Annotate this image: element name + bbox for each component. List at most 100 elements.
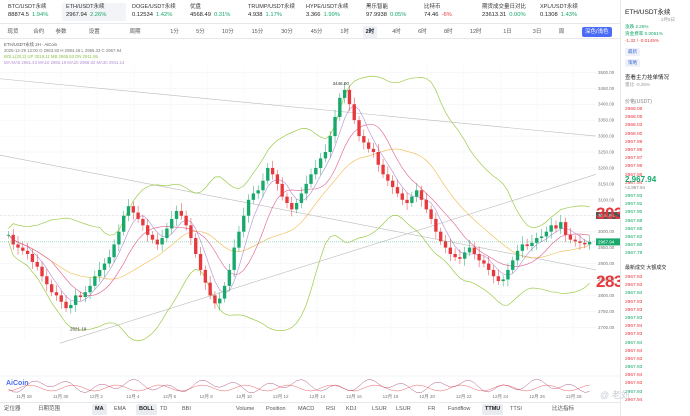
candle-body (511, 260, 515, 270)
toolbar-item-17[interactable]: 1日 (503, 29, 512, 35)
ticker-name: 黑乐智能 (366, 4, 389, 10)
candle-body (165, 228, 169, 239)
toolbar-item-5[interactable]: 1分 (170, 29, 179, 35)
y-tick-label: 2800.00 (598, 293, 615, 298)
toolbar-item-13[interactable]: 4时 (392, 29, 401, 35)
candle-body (155, 239, 159, 245)
toolbar-item-8[interactable]: 15分 (251, 29, 264, 35)
candle-body (280, 183, 284, 197)
ticker-price-value: 88874.5 (8, 12, 29, 18)
candle-body (69, 304, 73, 309)
strategy-button[interactable]: 策略 (625, 59, 640, 67)
candlestick-chart-svg[interactable]: 3500.00 3450.00 3400.00 3350.00 3300.00 3250.… (0, 40, 620, 402)
indicator-3[interactable]: TD (160, 406, 168, 412)
candle-body (21, 247, 25, 251)
chart-toolbar: 现货 合约 参数 设置 周期 1分 5分 10分 15分 30分 45分 1时 2时 4时 6时 8时 12时 1… (0, 25, 620, 39)
toolbar-item-19[interactable]: 周 (558, 29, 565, 35)
y-tick-label: 3500.00 (598, 70, 615, 75)
x-tick-label: 12月 10 (236, 394, 252, 400)
indicator-4[interactable]: BBI (182, 406, 191, 412)
indicator-15[interactable]: TTSI (510, 406, 522, 412)
ticker-6[interactable]: 黑乐智能 97.9938 0.05% (362, 3, 418, 21)
ticker-change: 0.00% (509, 12, 526, 18)
ticker-7[interactable]: 比特币 74.46 -6% (420, 3, 476, 21)
indicator-14[interactable]: TTMU (482, 404, 504, 415)
bottom-left-0[interactable]: 定位器 (4, 406, 21, 412)
candle-body (549, 225, 553, 232)
toolbar-item-7[interactable]: 10分 (222, 29, 234, 35)
ticker-0[interactable]: BTC/USDT永续 88874.5 1.94% (4, 3, 60, 21)
latest-button[interactable]: 最新 (625, 48, 640, 56)
ticker-1[interactable]: ETH/USDT永续 2967.94 2.26% (62, 3, 126, 21)
indicator-1[interactable]: EMA (114, 406, 126, 412)
ticker-price-value: 0.12534 (132, 12, 153, 18)
orderbook-heading[interactable]: 查看主力挂单情况 (625, 75, 670, 81)
indicator-0[interactable]: MA (92, 404, 107, 415)
candle-body (141, 218, 145, 226)
ticker-price-value: 0.1308 (540, 12, 558, 18)
candle-body (78, 295, 83, 297)
candle-body (112, 244, 116, 258)
candle-body (544, 231, 549, 237)
toolbar-item-15[interactable]: 8时 (444, 29, 453, 35)
asks-row: 2967.96 (625, 164, 643, 170)
toolbar-item-3[interactable]: 设置 (88, 29, 100, 35)
theme-toggle-button[interactable]: 深色/浅色 (582, 27, 612, 37)
indicator-16[interactable]: 比达指标 (552, 406, 575, 412)
ticker-price: 0.1308 1.43% (540, 11, 592, 19)
candle-body (347, 89, 352, 105)
symbol-title[interactable]: ETH/USDT永续 (625, 9, 671, 16)
candle-body (59, 295, 63, 302)
trades-row: 2967.93 (625, 365, 643, 371)
indicator-13[interactable]: Fundflow (448, 406, 471, 412)
candle-body (54, 292, 59, 296)
ticker-price: 88874.5 1.94% (8, 11, 60, 19)
trades-row: 2967.94 (625, 291, 643, 297)
indicator-5[interactable]: Volume (236, 406, 255, 412)
toolbar-item-14[interactable]: 6时 (418, 29, 427, 35)
toolbar-item-12[interactable]: 2时 (362, 26, 378, 38)
indicator-6[interactable]: Position (266, 406, 286, 412)
x-tick-label: 12月 8 (199, 394, 213, 400)
toolbar-item-0[interactable]: 现货 (7, 29, 19, 35)
ticker-3[interactable]: 优盘 4568.49 0.31% (186, 3, 242, 21)
candle-body (290, 203, 294, 210)
candle-body (16, 244, 20, 248)
trades-tabs[interactable]: 最新成交 大额成交 (625, 265, 667, 271)
ticker-price: 2967.94 2.26% (66, 11, 126, 19)
toolbar-item-2[interactable]: 参数 (55, 29, 67, 35)
candle-body (333, 116, 337, 137)
ticker-4[interactable]: TRUMP/USDT永续 4.938 1.17% (244, 3, 300, 21)
candle-body (535, 238, 539, 243)
ticker-8[interactable]: 期货成交量日对比 23613.31 0.00% (478, 3, 534, 21)
trades-row: 2967.93 (625, 332, 643, 338)
y-tick-label: 2850.00 (598, 277, 615, 282)
indicator-10[interactable]: LSUR (372, 406, 387, 412)
toolbar-item-1[interactable]: 合约 (33, 29, 45, 35)
ticker-9[interactable]: XPL/USDT永续 0.1308 1.43% (536, 3, 592, 21)
indicator-8[interactable]: RSI (326, 406, 336, 412)
toolbar-item-9[interactable]: 30分 (281, 29, 293, 35)
indicator-9[interactable]: KDJ (346, 406, 357, 412)
low-annotation: 2621.19 (70, 326, 87, 331)
toolbar-item-11[interactable]: 1时 (340, 29, 349, 35)
toolbar-item-18[interactable]: 3日 (532, 29, 542, 35)
trades-row: 2967.94 (625, 340, 643, 346)
high-annotation: 3446.00 (333, 81, 350, 86)
ticker-5[interactable]: HYPE/USDT永续 3.366 1.99% (302, 3, 360, 21)
ticker-change: 1.43% (560, 12, 578, 18)
candle-body (194, 238, 198, 254)
indicator-2[interactable]: BOLL (136, 404, 157, 415)
toolbar-item-4[interactable]: 周期 (129, 29, 141, 35)
toolbar-item-16[interactable]: 12时 (469, 29, 482, 35)
price-chart[interactable]: 3500.00 3450.00 3400.00 3350.00 3300.00 3250.… (0, 40, 620, 402)
toolbar-item-6[interactable]: 5分 (196, 29, 205, 35)
ticker-2[interactable]: DOGE/USDT永续 0.12534 1.42% (128, 3, 184, 21)
indicator-12[interactable]: FR (428, 406, 436, 412)
indicator-7[interactable]: MACD (298, 406, 315, 412)
bottom-left-1[interactable]: 日期范围 (38, 406, 61, 412)
indicator-11[interactable]: LSUR (396, 406, 411, 412)
toolbar-item-10[interactable]: 45分 (310, 29, 323, 35)
candle-body (40, 266, 44, 277)
candle-body (530, 242, 534, 247)
